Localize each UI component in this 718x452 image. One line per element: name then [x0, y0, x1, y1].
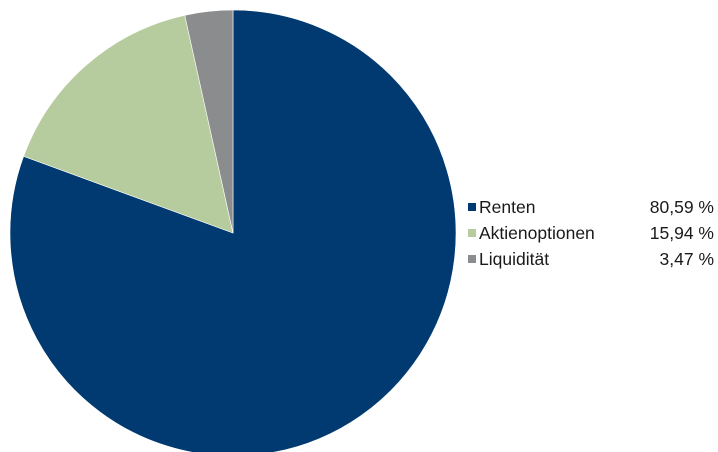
legend-label: Renten [479, 197, 536, 217]
legend-label: Liquidität [479, 249, 550, 269]
legend-item-aktienoptionen: Aktienoptionen 15,94 % [468, 220, 716, 246]
legend-item-renten: Renten 80,59 % [468, 194, 716, 220]
pie-chart [9, 9, 457, 452]
legend-swatch-aktienoptionen [468, 229, 476, 237]
legend-swatch-renten [468, 203, 476, 211]
legend-item-liquiditaet: Liquidität 3,47 % [468, 246, 716, 272]
legend-value: 3,47 % [659, 249, 714, 269]
legend-value: 15,94 % [649, 223, 714, 243]
legend-value: 80,59 % [649, 197, 714, 217]
legend-label: Aktienoptionen [479, 223, 595, 243]
legend-swatch-liquiditaet [468, 255, 476, 263]
legend: Renten 80,59 % Aktienoptionen 15,94 % Li… [468, 194, 716, 272]
pie-slice-aktienoptionen [23, 14, 234, 234]
pie-slices [9, 9, 457, 452]
pie-slice-liquidit-t [184, 9, 234, 234]
